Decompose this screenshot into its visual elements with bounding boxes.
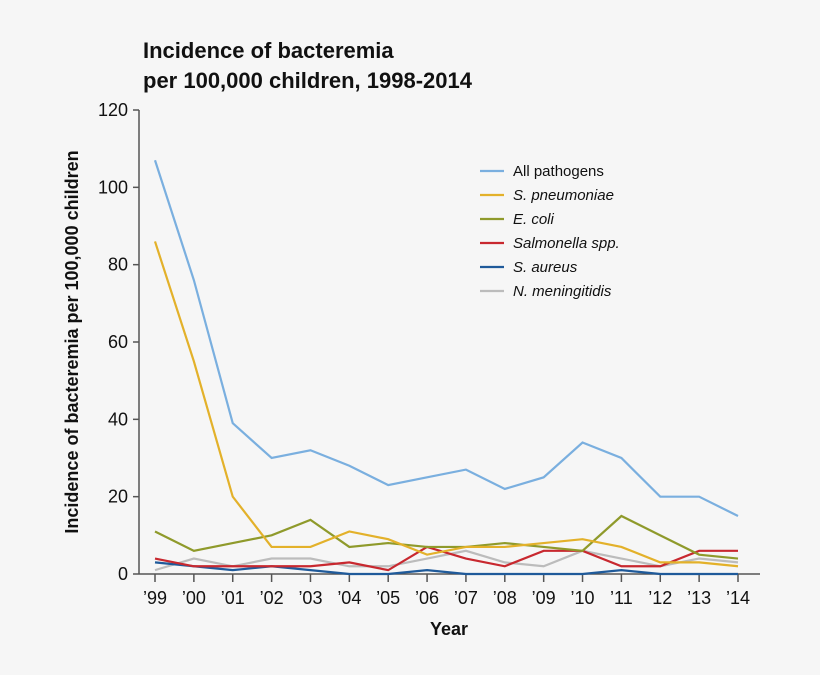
chart-title-line: Incidence of bacteremia <box>143 38 394 63</box>
x-tick-label: ’05 <box>376 588 400 608</box>
series-line-s-pneumoniae <box>153 241 739 568</box>
series-line-n-meningitidis <box>154 549 739 572</box>
series-line-e-coli <box>154 514 739 560</box>
legend-label: N. meningitidis <box>513 283 612 300</box>
y-tick-label: 0 <box>118 564 128 584</box>
x-tick-label: ’03 <box>298 588 322 608</box>
x-tick-label: ’12 <box>648 588 672 608</box>
x-tick-label: ’08 <box>493 588 517 608</box>
x-tick-label: ’09 <box>532 588 556 608</box>
x-tick-label: ’00 <box>182 588 206 608</box>
y-tick-label: 80 <box>108 255 128 275</box>
x-tick-label: ’10 <box>571 588 595 608</box>
x-tick-label: ’13 <box>687 588 711 608</box>
x-tick-label: ’02 <box>260 588 284 608</box>
x-axis-label: Year <box>430 619 468 639</box>
legend-label: S. aureus <box>513 259 578 276</box>
y-tick-label: 40 <box>108 409 128 429</box>
x-tick-label: ’06 <box>415 588 439 608</box>
series-line-all-pathogens <box>153 159 739 517</box>
legend-label: E. coli <box>513 211 555 228</box>
x-tick-label: ’01 <box>221 588 245 608</box>
x-tick-label: ’07 <box>454 588 478 608</box>
x-tick-label: ’04 <box>337 588 361 608</box>
y-tick-label: 60 <box>108 332 128 352</box>
x-tick-label: ’11 <box>610 588 633 608</box>
series-line-s-aureus <box>154 561 738 576</box>
legend-label: Salmonella spp. <box>513 235 620 252</box>
legend-label: All pathogens <box>513 163 604 180</box>
x-tick-label: ’14 <box>726 588 750 608</box>
y-tick-label: 20 <box>108 487 128 507</box>
series-line-salmonella-spp- <box>154 545 738 572</box>
y-tick-label: 120 <box>98 100 128 120</box>
legend-label: S. pneumoniae <box>513 187 614 204</box>
chart-title-line: per 100,000 children, 1998-2014 <box>143 68 473 93</box>
y-tick-label: 100 <box>98 177 128 197</box>
x-tick-label: ’99 <box>143 588 167 608</box>
y-axis-label: Incidence of bacteremia per 100,000 chil… <box>62 150 82 533</box>
